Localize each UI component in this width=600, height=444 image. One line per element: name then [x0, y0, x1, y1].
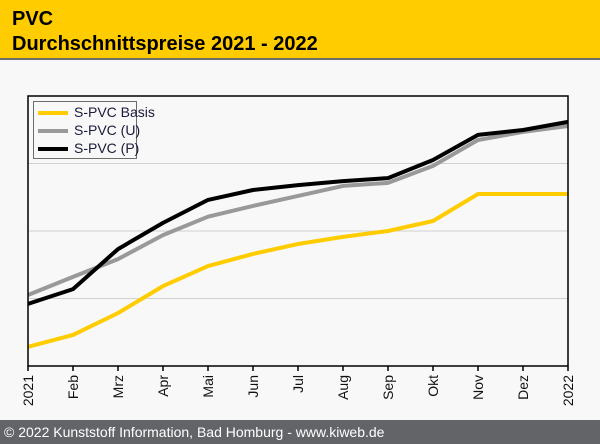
x-tick-label: Jun: [245, 375, 261, 398]
series-line-s-pvc-basis: [27, 192, 568, 349]
x-tick-label: 2022: [560, 375, 576, 406]
legend-label: S-PVC (P): [74, 140, 140, 156]
legend-label: S-PVC (U): [74, 122, 141, 138]
line-chart: 2021 Feb Mrz Apr Mai Jun Jul Aug Sep Okt Nov Dez 202…: [20, 95, 576, 406]
x-axis: 2021 Feb Mrz Apr Mai Jun Jul Aug Sep Okt Nov Dez 202…: [20, 366, 576, 406]
x-tick-label: Apr: [155, 375, 171, 397]
legend-item-basis: S-PVC Basis: [36, 104, 155, 121]
copyright-footer: © 2022 Kunststoff Information, Bad Hombu…: [0, 420, 600, 444]
legend-swatch-p: [38, 147, 68, 151]
gridlines: [28, 163, 568, 299]
legend-label: S-PVC Basis: [74, 104, 155, 120]
x-tick-label: Sep: [380, 375, 396, 400]
chart-subtitle: Durchschnittspreise 2021 - 2022: [12, 33, 318, 55]
series-line-s-pvc-p: [27, 119, 569, 306]
x-tick-label: 2021: [20, 375, 36, 406]
series-lines: [27, 119, 569, 349]
legend: S-PVC Basis S-PVC (U) S-PVC (P): [33, 101, 155, 159]
legend-item-p: S-PVC (P): [36, 140, 140, 157]
x-tick-label: Aug: [335, 375, 351, 400]
x-tick-label: Feb: [65, 375, 81, 399]
x-tick-label: Okt: [425, 375, 441, 397]
legend-swatch-u: [38, 129, 68, 133]
legend-item-u: S-PVC (U): [36, 122, 140, 139]
chart-header: PVC Durchschnittspreise 2021 - 2022: [0, 0, 600, 60]
chart-title: PVC: [12, 8, 54, 30]
x-tick-label: Jul: [290, 375, 306, 393]
series-line-s-pvc-u: [27, 124, 569, 297]
legend-swatch-basis: [38, 111, 68, 115]
x-tick-label: Dez: [515, 375, 531, 400]
x-tick-label: Mrz: [110, 375, 126, 398]
x-tick-label: Mai: [200, 375, 216, 398]
x-tick-label: Nov: [470, 375, 486, 400]
